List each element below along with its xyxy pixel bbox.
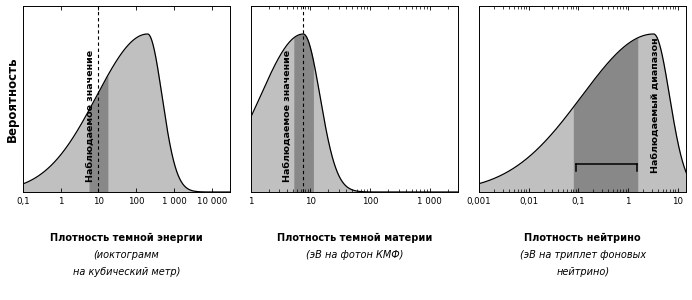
Text: (эВ на триплет фоновых: (эВ на триплет фоновых xyxy=(520,250,646,260)
Text: нейтрино): нейтрино) xyxy=(556,267,609,277)
Text: Наблюдаемое значение: Наблюдаемое значение xyxy=(283,50,292,182)
Text: Плотность темной материи: Плотность темной материи xyxy=(277,233,432,243)
Text: Наблюдаемое значение: Наблюдаемое значение xyxy=(86,50,95,182)
Text: Плотность нейтрино: Плотность нейтрино xyxy=(525,233,641,243)
Text: Плотность темной энергии: Плотность темной энергии xyxy=(50,233,203,243)
Text: (эВ на фотон КМФ): (эВ на фотон КМФ) xyxy=(306,250,403,260)
Y-axis label: Вероятность: Вероятность xyxy=(6,56,19,142)
Text: (иоктограмм: (иоктограмм xyxy=(93,250,159,260)
Text: Наблюдаемый диапазон: Наблюдаемый диапазон xyxy=(650,37,659,173)
Text: на кубический метр): на кубический метр) xyxy=(73,267,180,277)
